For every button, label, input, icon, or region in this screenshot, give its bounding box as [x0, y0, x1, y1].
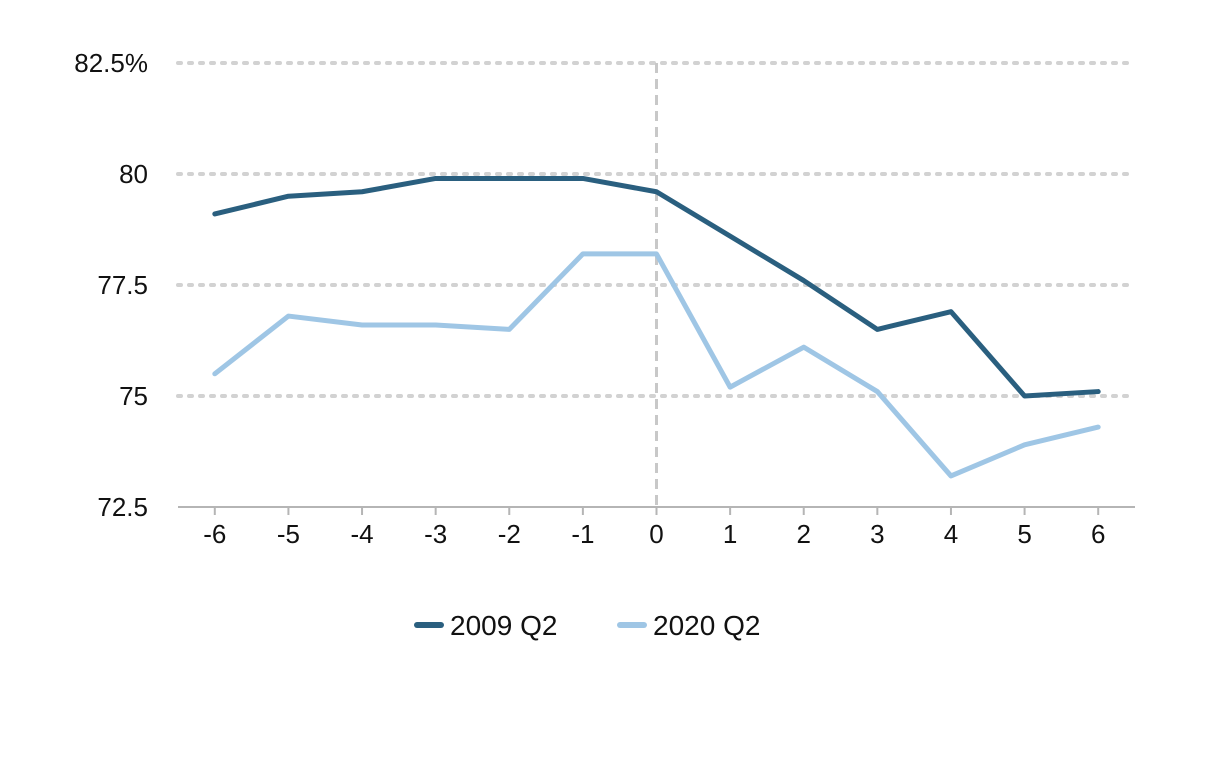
legend: 2009 Q2 2020 Q2	[414, 610, 760, 641]
series-line-1	[212, 251, 1101, 479]
x-tick-label: 2	[796, 519, 810, 549]
y-tick-label: 75	[119, 381, 148, 411]
x-tick-label: 4	[944, 519, 958, 549]
x-tick-label: -3	[424, 519, 447, 549]
y-tick-label: 80	[119, 159, 148, 189]
y-tick-label: 77.5	[97, 270, 148, 300]
x-tick-label: 0	[649, 519, 663, 549]
x-tick-label: 1	[723, 519, 737, 549]
x-tick-label: -2	[498, 519, 521, 549]
x-tick-label: -1	[571, 519, 594, 549]
legend-label-0: 2009 Q2	[450, 610, 557, 641]
y-tick-label: 82.5%	[74, 48, 148, 78]
axes: 72.5 75 77.5 80 82.5% -6 -5 -4 -3 -2 -1 0 1 2 3 4 5 6	[74, 48, 1135, 549]
x-tick-label: -4	[350, 519, 373, 549]
y-tick-label: 72.5	[97, 492, 148, 522]
x-tick-label: -6	[203, 519, 226, 549]
x-tick-label: 3	[870, 519, 884, 549]
series-line-0	[212, 175, 1101, 399]
x-tick-label: -5	[277, 519, 300, 549]
legend-label-1: 2020 Q2	[653, 610, 760, 641]
x-tick-label: 6	[1091, 519, 1105, 549]
x-tick-label: 5	[1017, 519, 1031, 549]
series-lines	[212, 175, 1101, 479]
